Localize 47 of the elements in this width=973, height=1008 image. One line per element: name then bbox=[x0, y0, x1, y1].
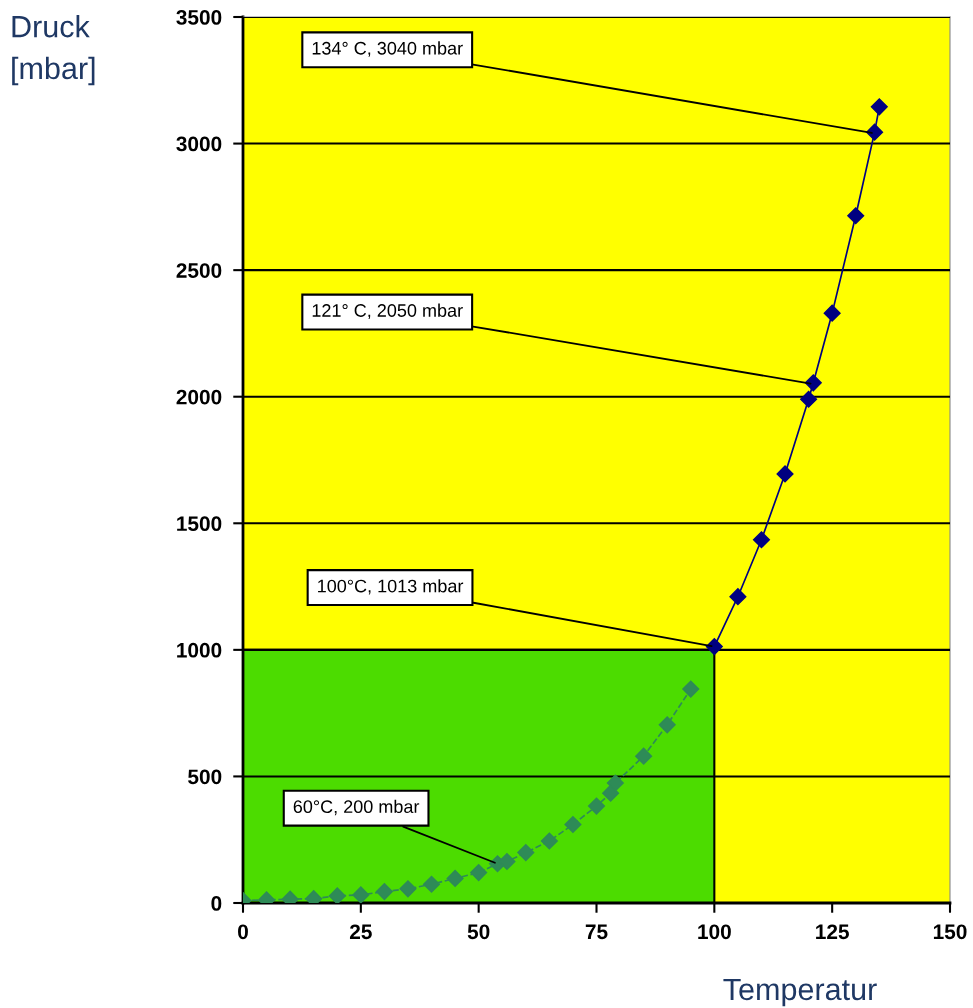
y-tick-label: 2500 bbox=[176, 263, 222, 278]
point bbox=[606, 774, 624, 792]
point bbox=[540, 832, 558, 850]
x-tick-label: 50 bbox=[467, 924, 490, 940]
point bbox=[446, 869, 464, 887]
annotation: 60°C, 200 mbar bbox=[293, 799, 420, 816]
x-tick-label: 150 bbox=[933, 924, 967, 940]
y-tick-label: 3000 bbox=[176, 136, 222, 152]
y-tick-label: 2000 bbox=[176, 389, 222, 405]
y-tick-label: 3500 bbox=[176, 10, 222, 25]
point bbox=[399, 880, 417, 898]
point bbox=[517, 844, 535, 862]
point bbox=[587, 797, 606, 815]
y-tick-label: 1000 bbox=[177, 642, 222, 658]
point bbox=[823, 304, 841, 322]
point bbox=[752, 531, 771, 549]
y-tick-label: 500 bbox=[188, 769, 222, 785]
x-tick-label: 100 bbox=[698, 924, 731, 940]
point bbox=[729, 588, 747, 606]
point bbox=[422, 875, 441, 893]
annotation: 134° C, 3040 mbar bbox=[312, 41, 463, 57]
x-tick-label: 25 bbox=[349, 924, 372, 940]
point bbox=[804, 374, 822, 392]
y-tick-label: 0 bbox=[211, 896, 222, 911]
point bbox=[328, 887, 346, 903]
point bbox=[870, 98, 888, 116]
point bbox=[866, 123, 884, 141]
point bbox=[705, 638, 723, 656]
point bbox=[564, 815, 582, 834]
point bbox=[658, 716, 676, 734]
x-tick-label: 125 bbox=[816, 924, 849, 940]
x-axis-title: Temperatur bbox=[723, 978, 877, 1007]
x-tick-label: 0 bbox=[238, 924, 248, 940]
point bbox=[602, 784, 620, 802]
x-tick-label: 75 bbox=[585, 924, 608, 940]
annotation: 121° C, 2050 mbar bbox=[312, 303, 463, 320]
point bbox=[847, 207, 865, 225]
point bbox=[352, 886, 370, 903]
point bbox=[470, 864, 488, 882]
point bbox=[682, 680, 700, 698]
point bbox=[375, 883, 393, 901]
annotation: 100°C, 1013 mbar bbox=[318, 579, 464, 595]
point bbox=[635, 747, 653, 765]
point bbox=[800, 390, 818, 408]
point bbox=[776, 465, 794, 483]
y-tick-label: 1500 bbox=[177, 516, 222, 532]
y-axis-title: Druck [mbar] bbox=[12, 15, 95, 86]
